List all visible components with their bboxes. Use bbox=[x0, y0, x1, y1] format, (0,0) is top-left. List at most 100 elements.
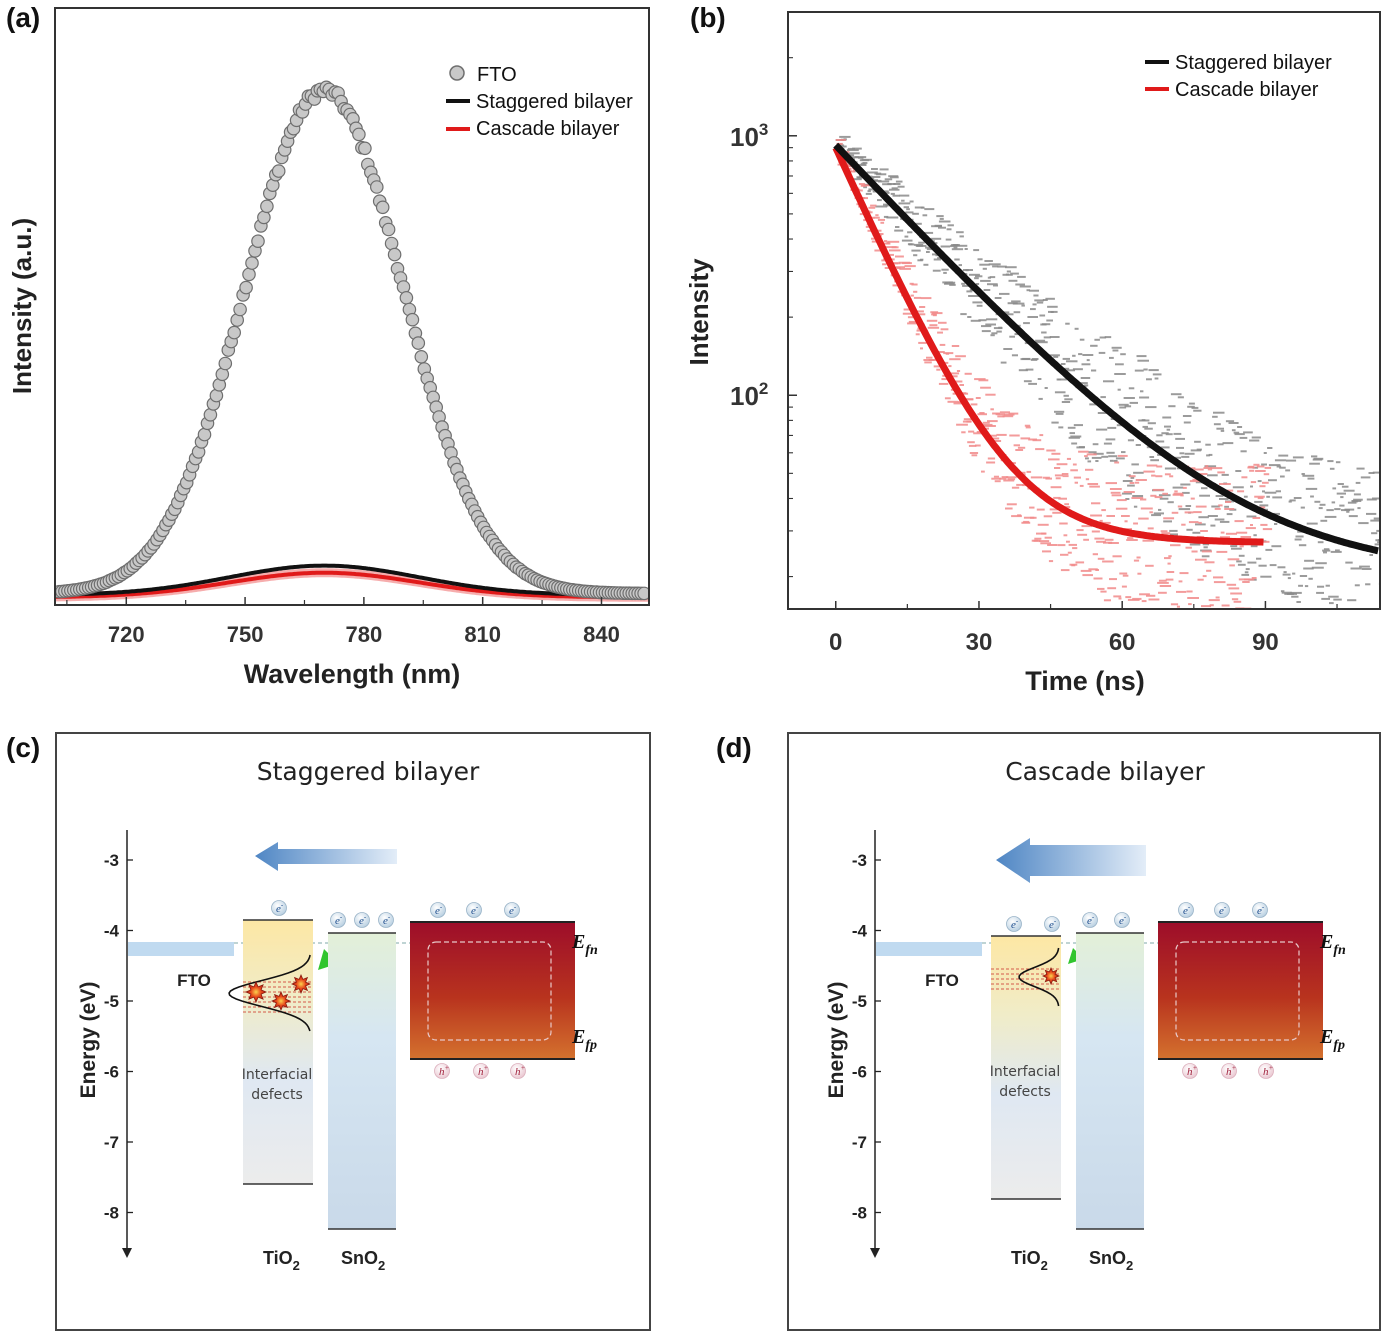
efn-label: Efn bbox=[1319, 931, 1346, 958]
fto-point bbox=[251, 234, 265, 248]
electron-symbol: e- bbox=[509, 903, 517, 917]
defect-star-icon bbox=[270, 990, 292, 1012]
electron-icon bbox=[378, 912, 394, 928]
hole-icon bbox=[473, 1063, 489, 1079]
fto-point bbox=[257, 210, 271, 225]
energy-tick-label: -8 bbox=[104, 1204, 119, 1223]
electron-flow-arrow bbox=[996, 838, 1146, 883]
hole-symbol: h+ bbox=[478, 1064, 489, 1078]
hole-symbol: h+ bbox=[1226, 1064, 1237, 1078]
hole-icon bbox=[1258, 1063, 1274, 1079]
fto-point bbox=[405, 312, 420, 327]
fto-point bbox=[271, 164, 286, 178]
hole-icon bbox=[510, 1063, 526, 1079]
chart-b-xlabel: Time (ns) bbox=[1025, 666, 1145, 696]
electron-icon bbox=[504, 902, 520, 918]
hole-symbol: h+ bbox=[1263, 1064, 1274, 1078]
chart-a-legend: FTO Staggered bilayer Cascade bilayer bbox=[446, 64, 633, 140]
electron-symbol: e- bbox=[276, 901, 284, 915]
electron-icon bbox=[1214, 902, 1230, 918]
electron-symbol: e- bbox=[1049, 917, 1057, 931]
tio2-label: TiO2 bbox=[1011, 1248, 1048, 1273]
tio2-label: TiO2 bbox=[263, 1248, 300, 1273]
fit-cascade-line bbox=[832, 146, 1266, 546]
fto-point bbox=[352, 127, 366, 142]
x-tick-label-90: 90 bbox=[1252, 629, 1279, 656]
y-tick-label-100: 102 bbox=[730, 379, 768, 411]
energy-axis-label: Energy (eV) bbox=[77, 982, 100, 1099]
energy-tick-label: -7 bbox=[104, 1133, 119, 1152]
chart-b-legend: Staggered bilayer Cascade bilayer bbox=[1145, 52, 1332, 101]
chart-b-frame bbox=[787, 11, 1381, 610]
fto-point bbox=[414, 349, 429, 364]
perovskite-band bbox=[410, 922, 575, 1059]
fto-label: FTO bbox=[177, 971, 211, 990]
chart-a-frame bbox=[54, 7, 650, 606]
fto-point bbox=[637, 586, 649, 601]
electron-icon bbox=[1252, 902, 1268, 918]
x-tick-label-0: 0 bbox=[829, 629, 842, 656]
electron-symbol: e- bbox=[335, 913, 343, 927]
chart-b-plot-area bbox=[832, 135, 1380, 609]
electron-icon bbox=[330, 912, 346, 928]
hole-symbol: h+ bbox=[439, 1064, 450, 1078]
chart-b: 0 30 60 90 103 102 Time (ns) Intensity Stagge… bbox=[684, 11, 1381, 696]
defects-label-line2: defects bbox=[251, 1087, 303, 1103]
series-cascade-bilayer-line bbox=[55, 570, 649, 600]
panel-c-letter: (c) bbox=[6, 732, 41, 763]
fto-point bbox=[242, 267, 256, 282]
electron-icon bbox=[271, 900, 287, 916]
fto-point bbox=[227, 325, 241, 340]
defect-star-icon bbox=[244, 980, 268, 1004]
diagram-d-frame bbox=[787, 732, 1381, 1331]
chart-a-xlabel: Wavelength (nm) bbox=[244, 659, 461, 689]
energy-axis-arrowhead bbox=[870, 1248, 880, 1258]
panel-b-letter: (b) bbox=[690, 2, 726, 33]
energy-tick-label: -6 bbox=[104, 1063, 119, 1082]
defects-label-line1: Interfacial bbox=[242, 1067, 312, 1083]
fto-point bbox=[375, 200, 390, 215]
efn-label: Efn bbox=[571, 931, 598, 958]
energy-tick-label: -3 bbox=[852, 851, 867, 870]
x-tick-label-780: 780 bbox=[346, 622, 383, 647]
fto-band bbox=[128, 942, 234, 956]
fto-point bbox=[399, 290, 414, 305]
sno2-label: SnO2 bbox=[1089, 1248, 1133, 1273]
x-tick-label-810: 810 bbox=[464, 622, 501, 647]
electron-symbol: e- bbox=[383, 913, 391, 927]
electron-symbol: e- bbox=[1087, 913, 1095, 927]
sno2-band bbox=[1076, 933, 1144, 1229]
fit-staggered-line bbox=[833, 142, 1380, 555]
fto-point bbox=[245, 256, 259, 270]
energy-tick-label: -5 bbox=[852, 992, 867, 1011]
chart-a-ylabel: Intensity (a.u.) bbox=[7, 218, 37, 394]
electron-flow-arrow bbox=[255, 842, 397, 871]
fto-band bbox=[876, 942, 982, 956]
energy-tick-label: -3 bbox=[104, 851, 119, 870]
energy-tick-label: -6 bbox=[852, 1063, 867, 1082]
fto-point bbox=[387, 247, 402, 262]
energy-tick-label: -7 bbox=[852, 1133, 867, 1152]
electron-icon bbox=[354, 912, 370, 928]
energy-tick-label: -5 bbox=[104, 992, 119, 1011]
electron-icon bbox=[1006, 916, 1022, 932]
diagram-d-title: Cascade bilayer bbox=[1005, 757, 1205, 786]
panel-d-letter: (d) bbox=[716, 732, 752, 763]
legend-fto-marker bbox=[449, 65, 465, 81]
hole-symbol: h+ bbox=[1187, 1064, 1198, 1078]
legend-fto-label: FTO bbox=[477, 64, 517, 86]
hole-icon bbox=[434, 1063, 450, 1079]
energy-tick-label: -4 bbox=[852, 922, 868, 941]
energy-axis-arrowhead bbox=[122, 1248, 132, 1258]
fto-point bbox=[369, 180, 384, 194]
electron-icon bbox=[1082, 912, 1098, 928]
electron-symbol: e- bbox=[359, 913, 367, 927]
legend-staggered-label: Staggered bilayer bbox=[476, 91, 633, 113]
x-tick-label-720: 720 bbox=[108, 622, 145, 647]
quasi-fermi-box bbox=[427, 941, 552, 1041]
defects-label-line2: defects bbox=[999, 1084, 1051, 1100]
sno2-label: SnO2 bbox=[341, 1248, 385, 1273]
legend-b-staggered-label: Staggered bilayer bbox=[1175, 52, 1332, 74]
perovskite-band bbox=[1158, 922, 1323, 1059]
electron-icon bbox=[1178, 902, 1194, 918]
